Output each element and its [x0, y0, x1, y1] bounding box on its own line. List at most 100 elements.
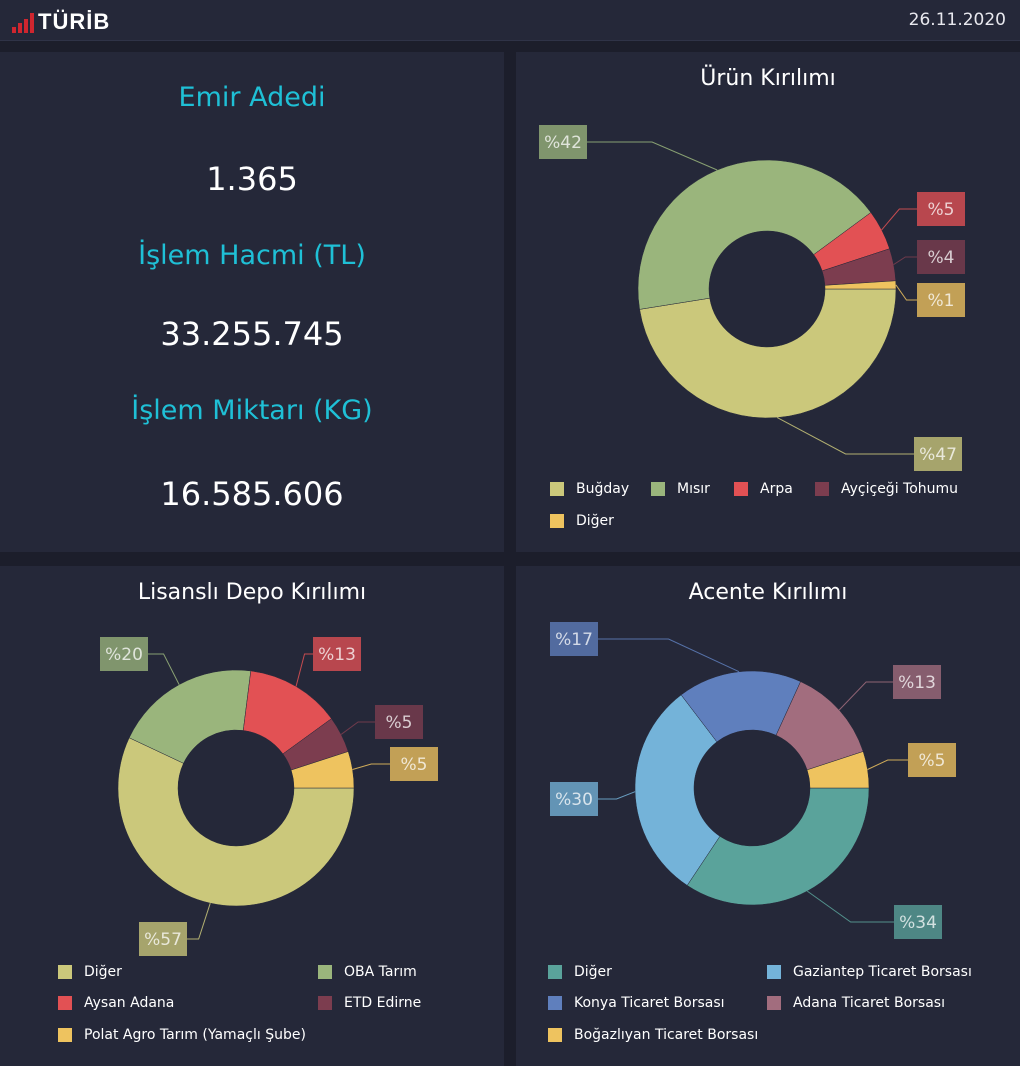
callout-line — [881, 208, 917, 231]
callout-line — [187, 903, 211, 940]
legend-swatch — [548, 965, 562, 979]
callout-box — [100, 637, 148, 671]
data-label: %4 — [928, 248, 955, 268]
legend-item[interactable]: Konya Ticaret Borsası — [548, 995, 725, 1011]
callout-line — [806, 890, 894, 923]
callout-box — [894, 905, 942, 939]
legend-label: ETD Edirne — [344, 995, 422, 1011]
donut-slice — [686, 787, 870, 906]
legend-label: OBA Tarım — [344, 964, 417, 980]
donut-slice — [634, 694, 721, 886]
emir-adedi-value: 1.365 — [206, 160, 298, 198]
donut-slice — [117, 737, 355, 907]
legend-item[interactable]: Diğer — [548, 964, 612, 980]
donut-slice — [824, 280, 897, 290]
data-label: %47 — [919, 445, 957, 465]
legend-swatch — [651, 482, 665, 496]
urun-kirilimi-panel: Ürün Kırılımı %47 %42 %5 %4 %1 Buğday Mısır Ar… — [516, 52, 1020, 552]
legend-item[interactable]: Diğer — [58, 964, 122, 980]
top-bar: TÜRİB 26.11.2020 — [0, 0, 1020, 41]
data-label: %17 — [555, 630, 593, 650]
callout-box — [917, 192, 965, 226]
legend-item[interactable]: Diğer — [550, 513, 614, 529]
legend-label: Buğday — [576, 481, 630, 497]
legend-item[interactable]: Buğday — [550, 481, 629, 497]
depo-donut-chart: %57 %20 %13 %5 %5 — [100, 637, 438, 956]
summary-panel: Emir Adedi 1.365 İşlem Hacmi (TL) 33.255… — [0, 52, 504, 552]
legend-label: Diğer — [574, 964, 612, 980]
donut-slice — [637, 159, 872, 310]
depo-chart-title: Lisanslı Depo Kırılımı — [137, 580, 367, 605]
data-label: %42 — [544, 133, 582, 153]
callout-line — [587, 141, 718, 171]
urun-chart-title: Ürün Kırılımı — [700, 66, 836, 91]
legend-label: Polat Agro Tarım (Yamaçlı Şube) — [84, 1027, 306, 1043]
callout-box — [539, 125, 587, 159]
turib-logo: TÜRİB — [12, 8, 110, 36]
legend-swatch — [548, 1028, 562, 1042]
callout-box — [139, 922, 187, 956]
callout-box — [893, 665, 941, 699]
legend-item[interactable]: Polat Agro Tarım (Yamaçlı Şube) — [58, 1027, 306, 1043]
data-label: %1 — [928, 291, 955, 311]
donut-slice — [639, 288, 897, 419]
legend-item[interactable]: Boğazlıyan Ticaret Borsası — [548, 1027, 758, 1043]
donut-slice — [806, 751, 870, 789]
callout-line — [148, 653, 180, 685]
data-label: %13 — [318, 645, 356, 665]
emir-adedi-label: Emir Adedi — [178, 82, 326, 113]
legend-label: Mısır — [677, 481, 710, 497]
legend-swatch — [734, 482, 748, 496]
callout-line — [340, 721, 375, 735]
callout-box — [917, 240, 965, 274]
legend-swatch — [548, 996, 562, 1010]
callout-box — [914, 437, 962, 471]
legend-swatch — [815, 482, 829, 496]
legend-swatch — [58, 996, 72, 1010]
data-label: %5 — [928, 200, 955, 220]
data-label: %20 — [105, 645, 143, 665]
legend-item[interactable]: Mısır — [651, 481, 710, 497]
legend-item[interactable]: Gaziantep Ticaret Borsası — [767, 964, 972, 980]
legend-swatch — [550, 482, 564, 496]
callout-box — [390, 747, 438, 781]
legend-label: Boğazlıyan Ticaret Borsası — [574, 1027, 759, 1043]
legend-item[interactable]: Aysan Adana — [58, 995, 174, 1011]
legend-label: Arpa — [760, 481, 793, 497]
callout-box — [908, 743, 956, 777]
callout-line — [776, 417, 914, 455]
data-label: %57 — [144, 930, 182, 950]
callout-box — [313, 637, 361, 671]
legend-label: Aysan Adana — [84, 995, 175, 1011]
callout-line — [295, 653, 313, 687]
legend-item[interactable]: OBA Tarım — [318, 964, 417, 980]
islem-miktari-label: İşlem Miktarı (KG) — [131, 395, 373, 426]
legend-swatch — [318, 996, 332, 1010]
legend-item[interactable]: Ayçiçeği Tohumu — [815, 481, 958, 497]
depo-kirilimi-panel: Lisanslı Depo Kırılımı %57 %20 %13 %5 %5 Diğ… — [0, 566, 504, 1066]
legend-item[interactable]: Adana Ticaret Borsası — [767, 995, 945, 1011]
legend-item[interactable]: Arpa — [734, 481, 793, 497]
urun-donut-chart: %47 %42 %5 %4 %1 — [539, 125, 965, 471]
islem-hacmi-value: 33.255.745 — [160, 315, 344, 353]
legend-swatch — [318, 965, 332, 979]
legend-swatch — [58, 1028, 72, 1042]
data-label: %5 — [919, 751, 946, 771]
callout-line — [838, 681, 893, 711]
legend-item[interactable]: ETD Edirne — [318, 995, 421, 1011]
legend-swatch — [58, 965, 72, 979]
acente-kirilimi-panel: Acente Kırılımı %34 %30 %17 %13 %5 Diğer Gazi… — [516, 566, 1020, 1066]
callout-line — [598, 791, 636, 800]
logo-bars-icon — [12, 11, 34, 33]
legend-label: Diğer — [576, 513, 614, 529]
donut-slice — [128, 669, 252, 764]
legend-label: Adana Ticaret Borsası — [793, 995, 945, 1011]
callout-box — [550, 782, 598, 816]
callout-line — [352, 763, 390, 771]
legend-label: Gaziantep Ticaret Borsası — [793, 964, 972, 980]
islem-miktari-value: 16.585.606 — [160, 475, 344, 513]
donut-slice — [680, 670, 801, 743]
logo-text: TÜRİB — [38, 9, 111, 34]
data-label: %5 — [401, 755, 428, 775]
callout-box — [550, 622, 598, 656]
